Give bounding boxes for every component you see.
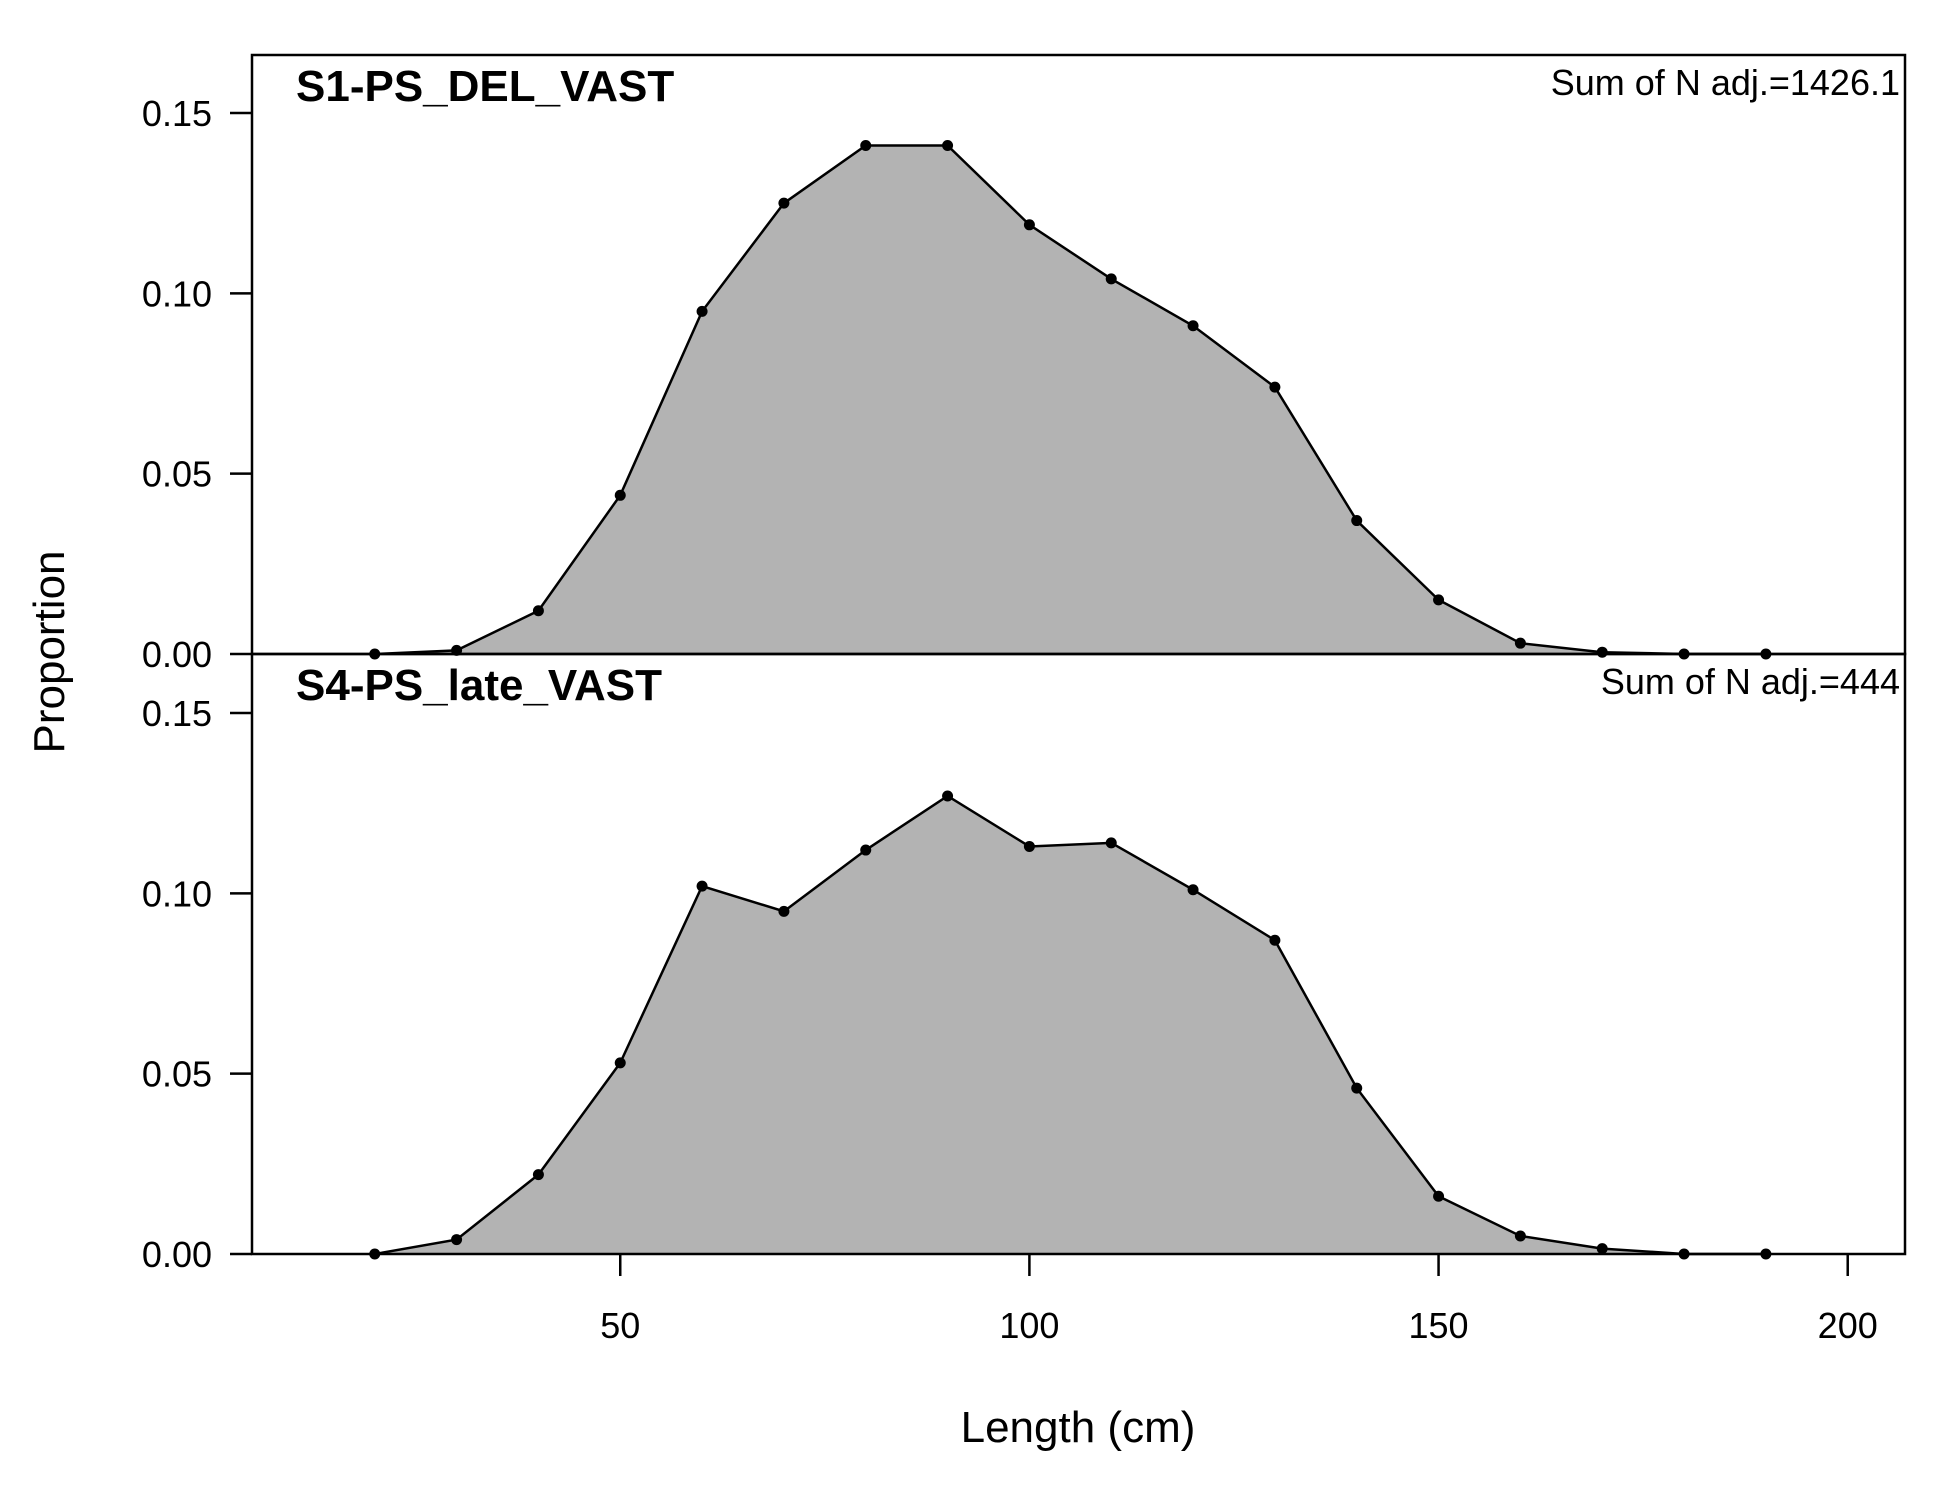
y-tick-label: 0.05 <box>142 1054 212 1095</box>
data-point <box>532 605 544 617</box>
data-point <box>860 139 872 151</box>
panel-annotation: Sum of N adj.=444 <box>1601 661 1900 702</box>
y-tick-label: 0.05 <box>142 454 212 495</box>
x-axis-label: Length (cm) <box>961 1403 1196 1452</box>
x-tick-label: 200 <box>1818 1305 1878 1346</box>
data-point <box>1105 273 1117 285</box>
y-tick-label: 0.00 <box>142 1234 212 1275</box>
data-point <box>614 1057 626 1069</box>
y-tick-label: 0.15 <box>142 93 212 134</box>
data-point <box>1187 320 1199 332</box>
y-tick-label: 0.00 <box>142 634 212 675</box>
x-tick-label: 100 <box>999 1305 1059 1346</box>
data-point <box>1269 381 1281 393</box>
data-point <box>696 305 708 317</box>
x-tick-label: 50 <box>600 1305 640 1346</box>
data-point <box>1023 840 1035 852</box>
data-point <box>1596 646 1608 658</box>
panel-title: S4-PS_late_VAST <box>296 661 662 710</box>
data-point <box>1187 884 1199 896</box>
y-tick-label: 0.15 <box>142 693 212 734</box>
panel-annotation: Sum of N adj.=1426.1 <box>1551 62 1900 103</box>
data-point <box>942 790 954 802</box>
data-point <box>1023 219 1035 231</box>
data-point <box>696 880 708 892</box>
data-point <box>1105 837 1117 849</box>
series-line <box>374 794 1766 1256</box>
y-axis-label: Proportion <box>25 550 74 753</box>
data-point <box>860 844 872 856</box>
x-tick-label: 150 <box>1409 1305 1469 1346</box>
data-point <box>1596 1243 1608 1255</box>
data-point <box>1351 1082 1363 1094</box>
data-point <box>1351 515 1363 527</box>
data-point <box>1433 1190 1445 1202</box>
area-fill <box>374 795 1766 1254</box>
panels-layer: 0.00 0.05 0.10 0.15 S1-PS_DEL_VAST Sum of N a… <box>142 53 1907 1275</box>
data-point <box>1514 637 1526 649</box>
panel-1: 0.00 0.05 0.10 0.15 S1-PS_DEL_VAST Sum of N a… <box>142 53 1907 675</box>
data-point <box>614 489 626 501</box>
data-point <box>1269 934 1281 946</box>
y-tick-label: 0.10 <box>142 273 212 314</box>
data-point <box>778 197 790 209</box>
panel-title: S1-PS_DEL_VAST <box>296 62 674 111</box>
data-point <box>451 1234 463 1246</box>
y-tick-label: 0.10 <box>142 873 212 914</box>
data-point <box>1433 594 1445 606</box>
data-point <box>942 139 954 151</box>
panel-frame <box>250 652 1907 1256</box>
data-point <box>1514 1230 1526 1242</box>
x-axis: 50 100 150 200 <box>600 1254 1878 1346</box>
data-point <box>778 905 790 917</box>
series-line <box>374 144 1766 656</box>
data-point <box>532 1169 544 1181</box>
area-fill <box>374 145 1766 654</box>
panel-2: 0.00 0.05 0.10 0.15 S4-PS_late_VAST Sum of N … <box>142 652 1907 1275</box>
